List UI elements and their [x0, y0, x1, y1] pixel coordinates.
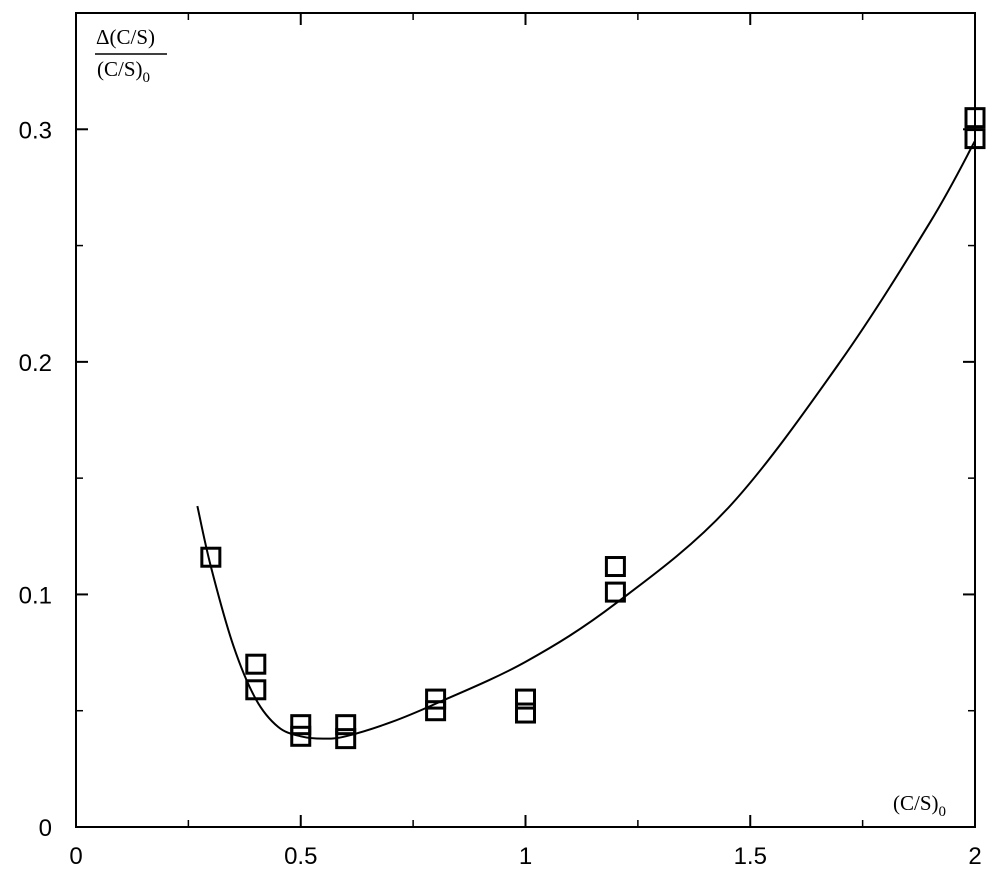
data-point-0 [200, 546, 222, 568]
ticks [75, 13, 976, 828]
data-point-5 [335, 714, 357, 736]
x-tick-label-0: 0 [69, 843, 82, 870]
y-axis-label-denominator: (C/S)0 [97, 57, 150, 86]
y-axis-label-numerator: Δ(C/S) [96, 25, 155, 49]
fit-curve [196, 140, 976, 740]
data-point-12 [604, 581, 626, 603]
y-axis-label: Δ(C/S) (C/S)0 [95, 25, 167, 86]
tick-labels: 0 0.5 1 1.5 2 0 0.1 0.2 0.3 [19, 117, 982, 870]
data-point-6 [335, 728, 357, 750]
data-point-1 [245, 653, 267, 675]
x-axis-label: (C/S)0 [893, 791, 946, 820]
y-tick-label-2: 0.2 [19, 350, 52, 377]
x-tick-label-4: 2 [968, 843, 981, 870]
data-markers [200, 107, 986, 750]
x-tick-label-2: 1 [519, 843, 532, 870]
y-tick-label-3: 0.3 [19, 117, 52, 144]
y-tick-label-1: 0.1 [19, 582, 52, 609]
x-axis-label-sub: 0 [939, 804, 947, 820]
data-point-11 [604, 556, 626, 578]
data-point-10 [515, 702, 536, 724]
data-point-9 [515, 688, 536, 710]
data-point-7 [425, 688, 447, 710]
y-axis-label-denominator-main: (C/S) [97, 57, 143, 81]
x-axis-label-main: (C/S) [893, 791, 939, 815]
data-point-2 [245, 679, 267, 701]
data-point-8 [425, 700, 447, 722]
y-axis-label-denominator-sub: 0 [143, 70, 151, 86]
data-point-4 [290, 725, 312, 747]
x-tick-label-1: 0.5 [284, 843, 317, 870]
data-point-14 [964, 128, 986, 150]
x-tick-label-3: 1.5 [734, 843, 767, 870]
y-tick-label-0: 0 [39, 815, 52, 842]
data-point-3 [290, 714, 312, 736]
data-point-13 [964, 107, 986, 129]
